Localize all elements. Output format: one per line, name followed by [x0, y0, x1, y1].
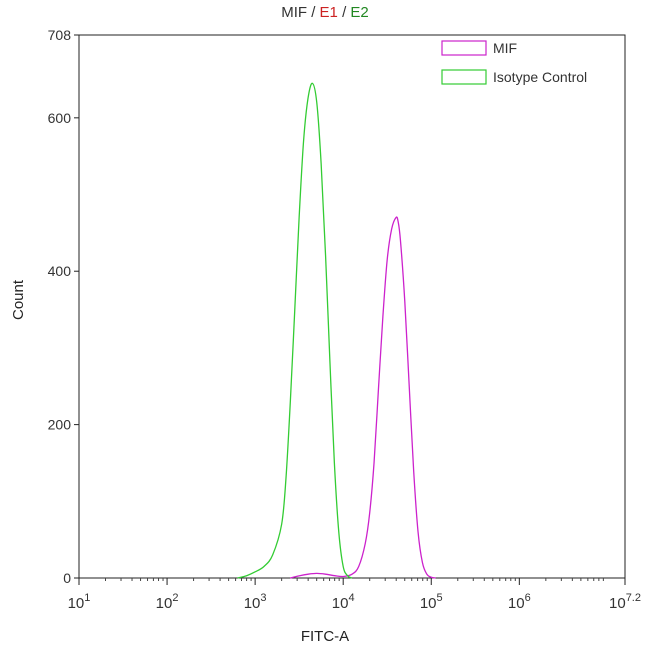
y-tick-label: 400 — [48, 263, 72, 279]
plot-area-frame — [78, 34, 626, 579]
title-part-e2: E2 — [350, 4, 369, 21]
y-tick-label: 708 — [48, 27, 72, 43]
title-part-e1: E1 — [319, 4, 338, 21]
legend: MIF Isotype Control — [441, 40, 587, 85]
legend-swatch-mif — [441, 40, 487, 56]
x-tick-label: 106 — [508, 592, 531, 612]
y-axis-label: Count — [10, 279, 27, 320]
x-tick-label: 104 — [332, 592, 355, 612]
x-tick-label: 105 — [420, 592, 443, 612]
y-tick-label: 200 — [48, 417, 72, 433]
x-tick-label: 101 — [68, 592, 91, 612]
title-separator: / — [307, 4, 320, 21]
title-separator: / — [337, 4, 351, 21]
y-tick-label: 600 — [48, 110, 72, 126]
x-tick-label: 103 — [244, 592, 267, 612]
series-line-mif — [290, 216, 436, 579]
legend-swatch-isotype-control — [441, 69, 487, 85]
chart-title: MIF / E1 / E2 — [0, 4, 650, 21]
x-axis-label: FITC-A — [300, 628, 350, 645]
y-tick-label: 0 — [63, 570, 71, 586]
title-part-mif: MIF — [281, 4, 308, 21]
x-tick-label: 107.2 — [609, 592, 641, 612]
legend-label-isotype-control: Isotype Control — [493, 69, 587, 85]
series-line-isotype-control — [237, 82, 353, 579]
x-tick-label: 102 — [156, 592, 179, 612]
legend-label-mif: MIF — [493, 40, 517, 56]
